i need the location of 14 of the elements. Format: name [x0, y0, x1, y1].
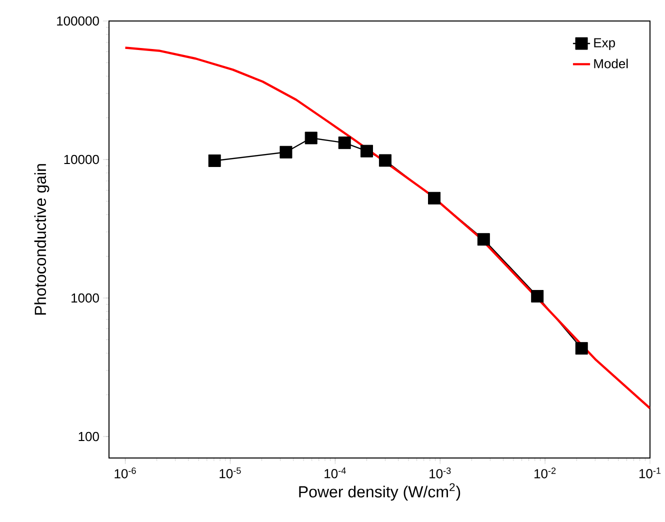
- y-tick-label: 100: [78, 432, 99, 442]
- y-axis-title: Photoconductive gain: [34, 164, 50, 315]
- x-tick-label: 10$^{-6}$: [114, 468, 136, 478]
- y-tick-label: 100000: [57, 16, 99, 26]
- x-tick-label: 10$^{-2}$: [534, 468, 556, 478]
- x-axis-title: Power density (W/cm$^{2}$): [299, 483, 460, 501]
- x-tick-label: 10$^{-3}$: [430, 468, 451, 478]
- legend-label: Exp: [594, 38, 615, 50]
- x-tick-label: 10$^{-4}$: [324, 468, 346, 478]
- x-tick-label: 10$^{-5}$: [220, 468, 241, 478]
- y-tick-label: 10000: [64, 154, 99, 164]
- y-tick-label: 1000: [72, 293, 99, 303]
- x-tick-label: 10$^{-1}$: [639, 468, 661, 478]
- legend-label: Model: [594, 58, 628, 68]
